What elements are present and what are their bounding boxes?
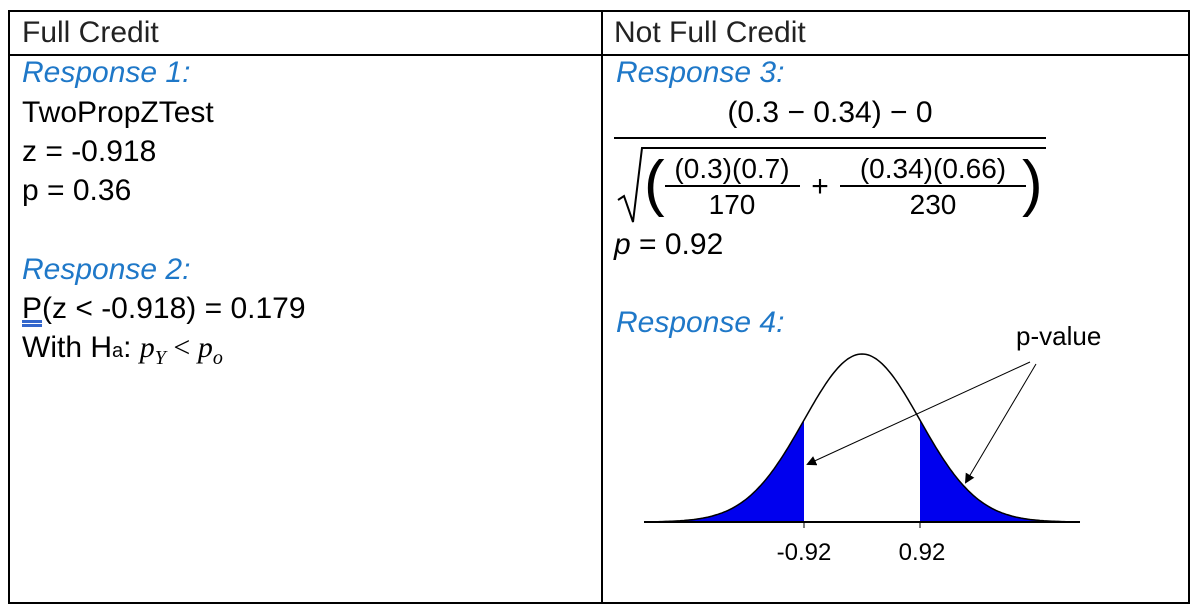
column-divider bbox=[601, 12, 603, 602]
response-1-line-3: p = 0.36 bbox=[22, 174, 132, 207]
p-symbol: p bbox=[139, 331, 155, 364]
sqrt-sign bbox=[617, 147, 1046, 223]
header-not-full-credit: Not Full Credit bbox=[614, 16, 806, 49]
right-tail-shading bbox=[920, 420, 1080, 522]
hypothesis-p-o: po bbox=[197, 331, 223, 369]
p-symbol-2: p bbox=[197, 331, 213, 364]
arrow-to-left-tail bbox=[806, 361, 1031, 466]
response-1-line-2: z = -0.918 bbox=[22, 135, 157, 168]
right-paren: ) bbox=[1022, 149, 1043, 218]
fraction-2-denominator: 230 bbox=[910, 189, 957, 220]
response-4-title: Response 4: bbox=[616, 306, 785, 339]
response-3-title: Response 3: bbox=[616, 56, 785, 89]
header-row bbox=[10, 12, 1188, 56]
fraction-1-numerator: (0.3)(0.7) bbox=[674, 153, 789, 184]
left-tail-shading bbox=[644, 420, 804, 522]
bell-curve bbox=[643, 353, 1081, 523]
hypothesis-colon: : bbox=[123, 331, 140, 364]
p-value-annotation: p-value bbox=[1016, 321, 1101, 351]
p-symbol-3: p bbox=[613, 228, 631, 261]
p-value-number: = 0.92 bbox=[631, 228, 724, 261]
less-than: < bbox=[165, 331, 198, 364]
probability-expression: (z < -0.918) = 0.179 bbox=[42, 292, 306, 325]
hypothesis-subscript: a bbox=[112, 340, 124, 362]
response-2-line-1: P(z < -0.918) = 0.179 bbox=[22, 292, 306, 326]
tick-label-left: -0.92 bbox=[777, 539, 832, 566]
response-3-p-value: p = 0.92 bbox=[613, 228, 723, 261]
left-paren: ( bbox=[644, 149, 665, 218]
plus-sign: + bbox=[811, 170, 829, 203]
hypothesis-prefix: With H bbox=[22, 331, 112, 364]
arrow-to-right-tail bbox=[964, 363, 1037, 484]
header-full-credit: Full Credit bbox=[22, 16, 159, 49]
probability-symbol: P bbox=[22, 292, 43, 325]
fraction-2-numerator: (0.34)(0.66) bbox=[860, 153, 1006, 184]
tick-label-right: 0.92 bbox=[899, 539, 946, 566]
response-1-line-1: TwoPropZTest bbox=[22, 96, 214, 129]
response-2-line-2: With Ha: pY < po bbox=[22, 331, 223, 370]
hypothesis-p-y: pY bbox=[139, 331, 166, 369]
o-subscript: o bbox=[212, 347, 223, 369]
formula-numerator: (0.3 − 0.34) − 0 bbox=[727, 96, 932, 129]
response-1-title: Response 1: bbox=[22, 56, 191, 89]
fraction-1-denominator: 170 bbox=[709, 189, 756, 220]
response-2-title: Response 2: bbox=[22, 253, 191, 286]
rubric-table: Full Credit Not Full Credit bbox=[8, 10, 1190, 604]
y-subscript: Y bbox=[154, 347, 166, 369]
